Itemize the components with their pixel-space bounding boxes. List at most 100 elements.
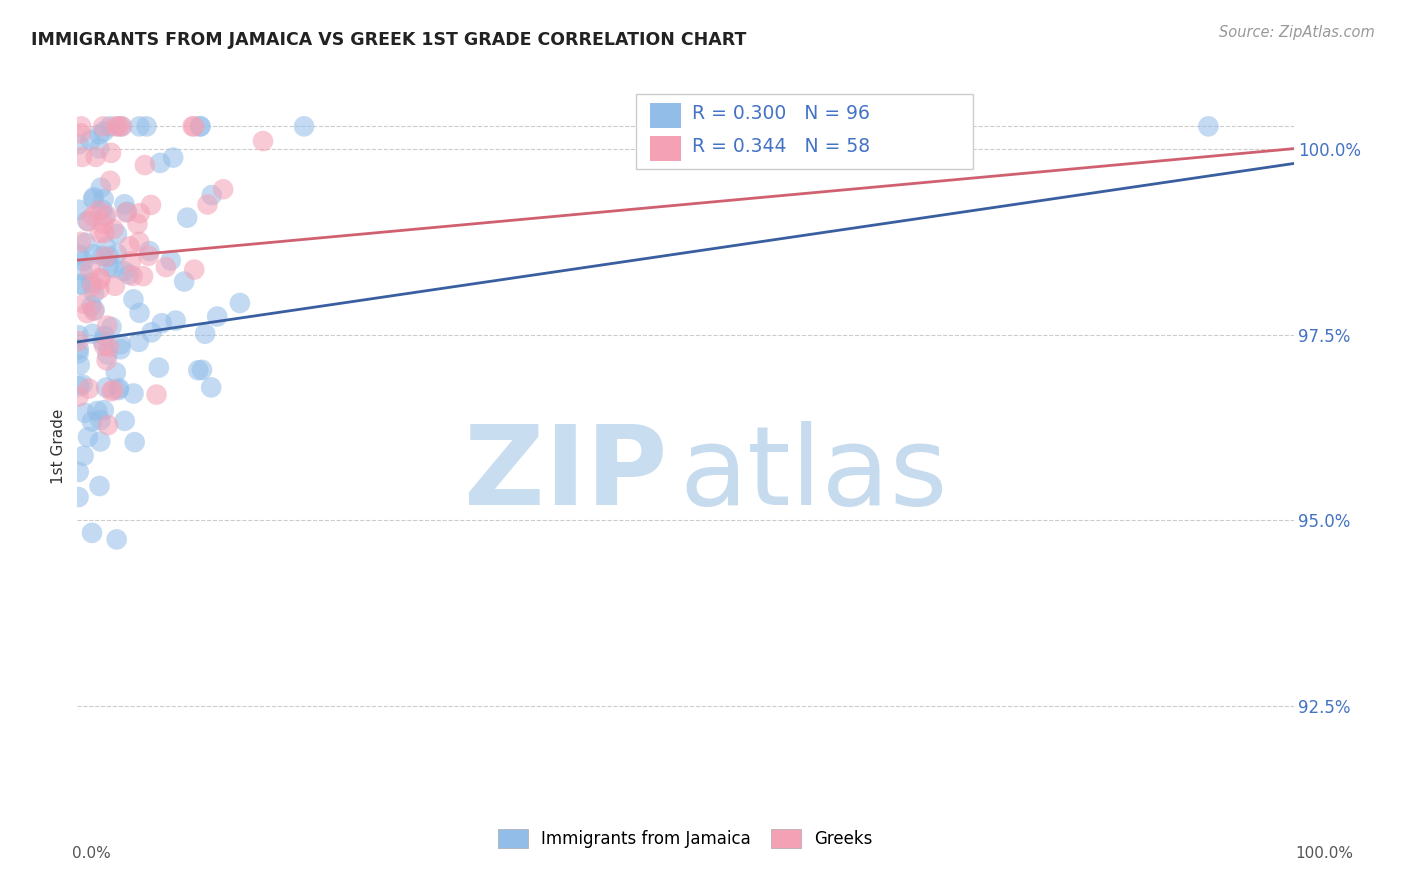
Text: atlas: atlas [679, 421, 948, 528]
Point [96, 380, 118, 394]
Point [205, 310, 228, 324]
Point [118, 239, 141, 253]
Point [96, 208, 118, 222]
Point [187, 363, 209, 377]
Point [124, 435, 146, 450]
Point [120, 254, 142, 268]
Point [1197, 120, 1219, 134]
Point [93, 403, 115, 417]
Point [107, 120, 129, 134]
Point [93, 226, 115, 240]
Point [89, 413, 111, 427]
Point [94, 240, 117, 254]
Point [77, 382, 100, 396]
Text: IMMIGRANTS FROM JAMAICA VS GREEK 1ST GRADE CORRELATION CHART: IMMIGRANTS FROM JAMAICA VS GREEK 1ST GRA… [31, 31, 747, 49]
Point [183, 120, 205, 134]
Point [75, 235, 97, 250]
Point [148, 360, 170, 375]
Point [212, 182, 235, 196]
Point [191, 363, 214, 377]
Y-axis label: 1st Grade: 1st Grade [51, 409, 66, 483]
Point [114, 414, 136, 428]
Point [138, 244, 160, 258]
Point [165, 313, 187, 327]
Point [98, 174, 121, 188]
Point [77, 430, 100, 444]
Point [80, 299, 103, 313]
Point [197, 197, 219, 211]
Point [67, 328, 90, 343]
Point [105, 227, 128, 241]
Point [162, 151, 184, 165]
Point [73, 297, 96, 311]
Point [87, 141, 110, 155]
Point [229, 296, 252, 310]
Point [73, 406, 96, 420]
Text: R = 0.300   N = 96: R = 0.300 N = 96 [692, 104, 870, 123]
Point [141, 326, 163, 340]
Point [100, 145, 122, 160]
Point [145, 387, 167, 401]
Point [91, 120, 114, 134]
Point [67, 137, 90, 152]
Point [100, 320, 122, 334]
Point [76, 306, 98, 320]
Point [93, 329, 115, 343]
Point [98, 120, 121, 134]
Point [105, 533, 128, 547]
Point [72, 377, 94, 392]
Point [90, 180, 112, 194]
Point [84, 150, 107, 164]
Point [173, 275, 195, 289]
Point [121, 268, 143, 283]
Point [135, 120, 157, 134]
Point [67, 490, 90, 504]
Point [105, 120, 128, 134]
Point [89, 479, 111, 493]
Text: 100.0%: 100.0% [1295, 846, 1354, 861]
Point [138, 249, 160, 263]
Point [115, 205, 138, 219]
Point [67, 334, 90, 348]
Point [83, 304, 105, 318]
Point [72, 254, 94, 268]
Point [188, 120, 211, 134]
Point [89, 270, 111, 285]
Point [181, 120, 204, 134]
Point [70, 120, 93, 134]
Point [155, 260, 177, 274]
Point [82, 209, 104, 223]
Point [127, 217, 149, 231]
Point [80, 414, 103, 428]
Point [97, 340, 120, 354]
Point [91, 334, 114, 349]
Text: 0.0%: 0.0% [72, 846, 111, 861]
Point [194, 326, 217, 341]
Point [67, 343, 90, 357]
Point [96, 318, 118, 333]
Point [97, 418, 120, 433]
Legend: Immigrants from Jamaica, Greeks: Immigrants from Jamaica, Greeks [491, 822, 880, 855]
Point [128, 235, 150, 249]
Point [134, 158, 156, 172]
Point [93, 124, 115, 138]
Point [112, 264, 135, 278]
Point [70, 150, 93, 164]
Point [80, 276, 103, 290]
Point [292, 120, 315, 134]
Point [190, 120, 212, 134]
Point [82, 278, 104, 293]
Point [89, 434, 111, 449]
Point [114, 197, 136, 211]
Point [176, 211, 198, 225]
Point [97, 250, 120, 264]
Point [93, 217, 115, 231]
Point [67, 379, 90, 393]
Point [70, 278, 93, 293]
Point [97, 260, 120, 274]
Point [252, 134, 274, 148]
Point [96, 347, 118, 361]
Point [91, 202, 114, 217]
Point [100, 384, 122, 399]
Point [111, 120, 134, 134]
